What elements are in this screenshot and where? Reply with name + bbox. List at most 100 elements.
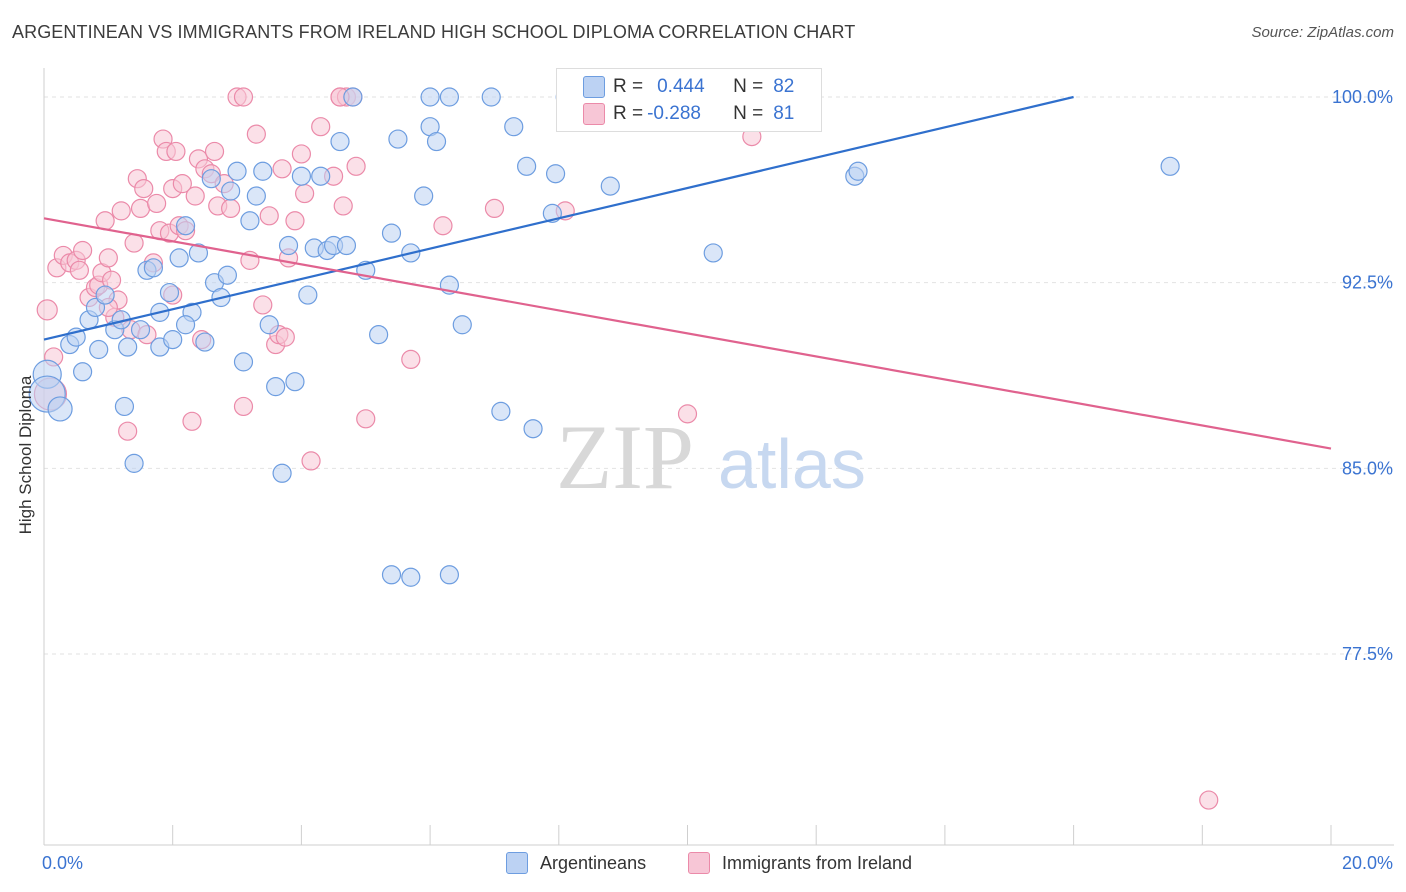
ireland-point-37 [182,411,202,431]
legend-n-label: N = [733,76,764,97]
x-tick-labels: 0.0% 20.0% [42,853,1393,873]
ireland-point-19 [118,421,138,441]
legend-n-label: N = [733,103,764,124]
x-tick-label-1: 20.0% [1342,853,1393,873]
argentinean-point-30 [217,265,237,285]
argentinean-point-41 [291,166,311,186]
argentinean-point-51 [369,325,389,345]
argentinean-point-67 [517,156,537,176]
trend-lines [43,95,1332,450]
watermark: ZIP atlas [556,406,866,508]
ireland-point-52 [253,295,273,315]
argentinean-point-17 [143,258,163,278]
argentinean-point-75 [703,243,723,263]
ireland-point-49 [233,87,254,107]
argentinean-point-21 [163,330,183,350]
argentinean-point-37 [266,377,286,397]
trend-line-ireland [43,217,1332,450]
legend-n-value: 82 [773,76,795,97]
argentinean-point-61 [439,565,460,585]
ireland-point-51 [246,124,266,144]
argentinean-point-80 [175,315,196,335]
bottom-legend-swatch-pink [688,852,710,874]
argentinean-point-44 [311,166,331,186]
argentinean-point-59 [426,131,447,152]
ireland-point-21 [124,233,144,253]
ireland-point-72 [433,216,453,236]
ireland-point-75 [677,404,698,424]
argentinean-point-53 [388,129,408,149]
source-label: Source: ZipAtlas.com [1251,24,1394,41]
argentinean-point-72 [600,176,620,196]
argentinean-point-64 [481,87,501,107]
ireland-point-0 [36,299,58,321]
argentinean-point-12 [114,396,135,417]
y-tick-labels: 77.5% 85.0% 92.5% 100.0% [1332,87,1393,664]
ireland-point-7 [69,260,89,280]
y-axis-label: High School Diploma [16,375,35,535]
argentinean-point-38 [272,463,292,483]
y-tick-label-3: 100.0% [1332,87,1393,107]
legend-swatch-pink [583,103,605,125]
bottom-legend-label: Argentineans [540,852,647,873]
chart-title: ARGENTINEAN VS IMMIGRANTS FROM IRELAND H… [12,22,856,42]
ireland-point-70 [356,409,376,429]
legend-r-value: -0.288 [647,103,701,124]
ireland-point-69 [346,156,366,176]
argentinean-point-36 [259,315,279,335]
x-tick-label-0: 0.0% [42,853,83,873]
ireland-point-59 [285,211,305,231]
bottom-legend-swatch-blue [506,852,528,874]
ireland-point-43 [204,141,225,162]
argentinean-point-57 [414,186,434,206]
ireland-point-60 [291,144,311,164]
argentinean-point-66 [504,117,524,137]
ireland-point-24 [134,178,154,199]
argentinean-point-62 [452,315,472,335]
ireland-point-57 [275,327,295,347]
argentinean-point-70 [545,164,566,184]
argentinean-point-31 [221,181,241,201]
legend-r-value: 0.444 [657,76,705,97]
argentinean-point-22 [169,248,189,268]
argentinean-point-8 [89,339,109,360]
watermark-zip: ZIP [556,406,694,508]
legend-n-value: 81 [773,103,795,124]
legend-row-ireland: R = -0.288 N = 81 [583,102,795,126]
ireland-point-63 [311,117,331,137]
argentinean-point-15 [130,320,151,340]
argentinean-point-40 [285,372,305,392]
ireland-point-66 [333,196,353,216]
argentinean-point-47 [330,131,350,152]
argentinean-point-79 [227,161,247,181]
ireland-point-27 [147,193,167,214]
axes [43,68,1394,846]
y-tick-label-0: 77.5% [1342,644,1393,664]
argentinean-point-81 [420,87,440,107]
y-tick-label-2: 92.5% [1342,273,1393,293]
argentinean-point-52 [381,223,402,243]
ireland-point-56 [272,159,292,179]
argentinean-point-20 [159,282,180,303]
ireland-point-14 [98,248,118,268]
ireland-point-73 [484,198,505,218]
argentinean-point-23 [175,216,196,236]
argentinean-point-35 [253,161,273,181]
ireland-point-77 [1199,790,1219,810]
watermark-atlas: atlas [718,425,866,503]
argentinean-point-9 [95,285,115,305]
argentinean-point-49 [343,87,363,107]
argentinean-point-25 [188,243,209,263]
ireland-point-71 [401,349,421,370]
ireland-point-33 [166,141,186,162]
ireland-point-35 [172,174,192,194]
ireland-point-53 [259,206,279,226]
legend-swatch-blue [583,76,605,98]
legend-r-label: R = [613,103,644,124]
legend-row-argentineans: R = 0.444 N = 82 [583,75,795,99]
argentinean-point-32 [233,352,254,372]
argentinean-point-33 [240,211,260,231]
argentinean-point-39 [278,235,299,256]
argentinean-point-13 [118,337,138,357]
